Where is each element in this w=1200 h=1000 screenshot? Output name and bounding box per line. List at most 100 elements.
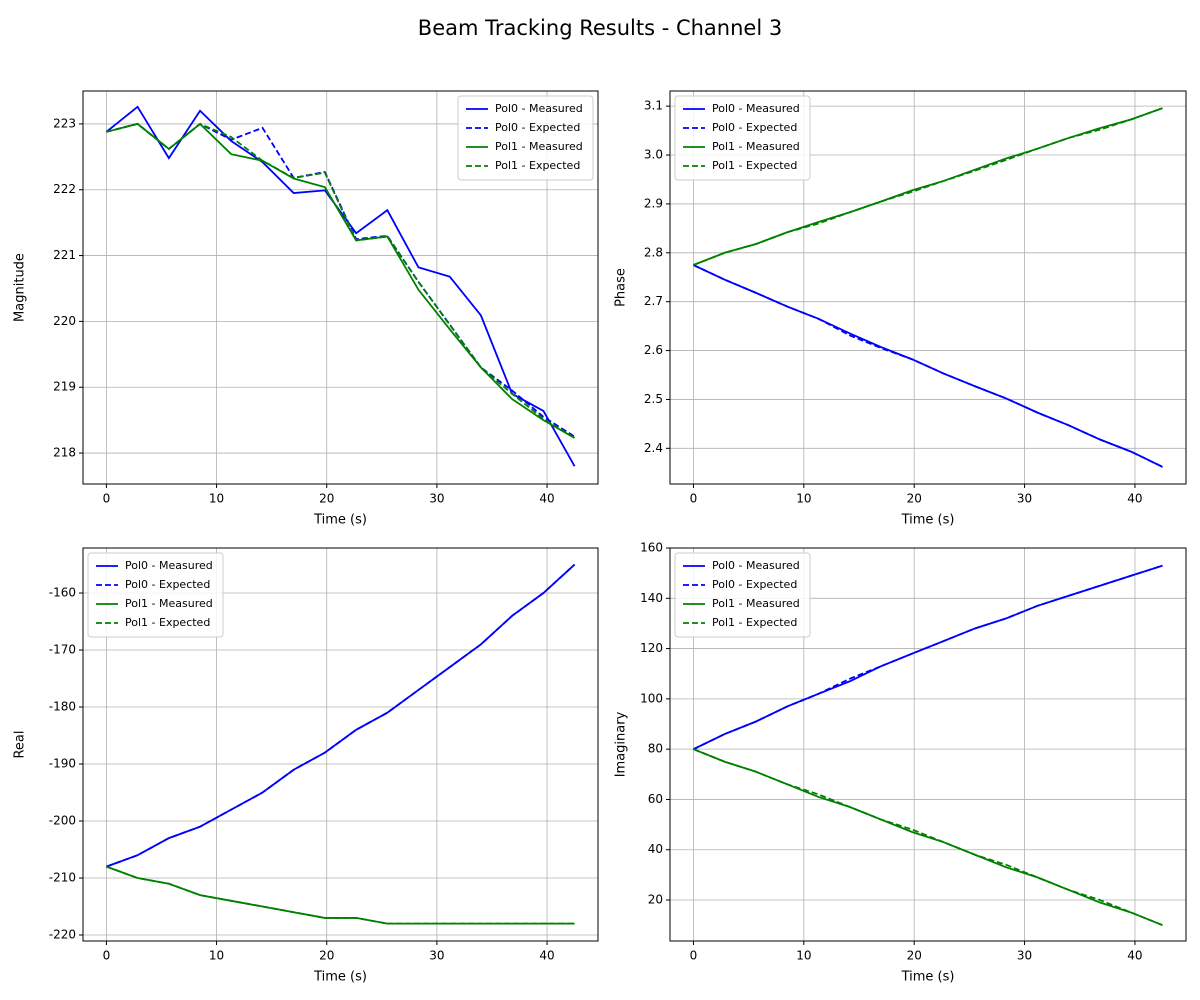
legend-label: Pol0 - Measured — [125, 559, 213, 572]
data-line — [693, 564, 1163, 750]
legend-label: Pol0 - Measured — [495, 102, 583, 115]
y-axis-label: Magnitude — [13, 253, 28, 322]
y-tick-label: -170 — [49, 643, 76, 657]
x-tick-label: 10 — [796, 949, 811, 963]
x-tick-label: 20 — [319, 949, 334, 963]
y-tick-label: 160 — [640, 541, 663, 555]
y-tick-label: -190 — [49, 757, 76, 771]
subplot: 0 10 20 30 40 2.4 2.5 2.6 2.7 2.8 2.9 3.0 3.1 Time (s… — [614, 90, 1187, 528]
y-tick-label: 80 — [648, 742, 663, 756]
legend-label: Pol1 - Measured — [495, 140, 583, 153]
x-tick-label: 30 — [429, 949, 444, 963]
y-tick-label: 223 — [53, 116, 76, 130]
x-axis-label: Time (s) — [313, 970, 367, 985]
data-line — [105, 105, 576, 467]
legend-label: Pol1 - Expected — [125, 616, 210, 629]
legend-box — [457, 95, 594, 181]
subplot: 0 10 20 30 40 -220 -210 -200 -190 -180 -170 -160 Tim… — [13, 547, 599, 985]
x-tick-label: 10 — [209, 949, 224, 963]
x-tick-label: 30 — [429, 492, 444, 506]
plot-frame — [669, 90, 1187, 485]
y-tick-label: 40 — [648, 842, 663, 856]
data-line — [693, 107, 1163, 266]
x-axis-label: Time (s) — [901, 513, 955, 528]
y-axis-label: Real — [13, 730, 28, 758]
x-tick-label: 0 — [103, 949, 111, 963]
legend-label: Pol1 - Measured — [125, 597, 213, 610]
y-tick-label: 222 — [53, 182, 76, 196]
x-tick-label: 30 — [1017, 492, 1032, 506]
legend-label: Pol0 - Expected — [712, 578, 797, 591]
y-tick-label: 2.6 — [644, 343, 663, 357]
legend-label: Pol1 - Measured — [712, 140, 800, 153]
data-line — [693, 264, 1163, 468]
y-tick-label: 2.8 — [644, 245, 663, 259]
y-tick-label: 220 — [53, 314, 76, 328]
legend-label: Pol0 - Measured — [712, 102, 800, 115]
x-tick-label: 20 — [907, 492, 922, 506]
plot-frame — [82, 547, 599, 942]
data-line — [106, 563, 576, 868]
x-tick-label: 10 — [209, 492, 224, 506]
y-tick-label: 120 — [640, 641, 663, 655]
legend-label: Pol0 - Expected — [495, 121, 580, 134]
legend-box — [674, 95, 811, 181]
x-tick-label: 0 — [690, 949, 698, 963]
legend: Pol0 - Measured Pol0 - Expected Pol1 - Mea… — [87, 552, 224, 638]
y-axis-label: Imaginary — [614, 711, 629, 777]
y-tick-label: 218 — [53, 446, 76, 460]
y-tick-label: -160 — [49, 586, 76, 600]
y-tick-label: 3.1 — [644, 99, 663, 113]
legend-label: Pol1 - Measured — [712, 597, 800, 610]
figure-title: Beam Tracking Results - Channel 3 — [418, 16, 782, 40]
y-tick-label: -200 — [49, 814, 76, 828]
x-tick-label: 20 — [319, 492, 334, 506]
x-tick-label: 0 — [103, 492, 111, 506]
legend-label: Pol0 - Measured — [712, 559, 800, 572]
x-tick-label: 40 — [539, 492, 554, 506]
legend-label: Pol1 - Expected — [712, 159, 797, 172]
data-line — [106, 122, 576, 439]
x-tick-label: 30 — [1017, 949, 1032, 963]
y-tick-label: -210 — [49, 871, 76, 885]
x-tick-label: 40 — [539, 949, 554, 963]
x-axis-label: Time (s) — [313, 513, 367, 528]
legend: Pol0 - Measured Pol0 - Expected Pol1 - Mea… — [457, 95, 594, 181]
legend: Pol0 - Measured Pol0 - Expected Pol1 - Mea… — [674, 95, 811, 181]
y-tick-label: 2.9 — [644, 196, 663, 210]
x-tick-label: 10 — [796, 492, 811, 506]
x-tick-label: 20 — [907, 949, 922, 963]
y-tick-label: 2.5 — [644, 392, 663, 406]
y-tick-label: 2.4 — [644, 441, 663, 455]
plot-frame — [669, 547, 1187, 942]
x-tick-label: 40 — [1127, 949, 1142, 963]
subplot: 0 10 20 30 40 218 219 220 221 222 223 Time (s) Magni… — [13, 90, 599, 528]
y-tick-label: 60 — [648, 792, 663, 806]
y-tick-label: 2.7 — [644, 294, 663, 308]
plot-frame — [82, 90, 599, 485]
y-tick-label: -180 — [49, 700, 76, 714]
x-tick-label: 40 — [1127, 492, 1142, 506]
y-tick-label: -220 — [49, 928, 76, 942]
y-tick-label: 140 — [640, 591, 663, 605]
x-tick-label: 0 — [690, 492, 698, 506]
legend-label: Pol0 - Expected — [712, 121, 797, 134]
legend-label: Pol0 - Expected — [125, 578, 210, 591]
legend-box — [87, 552, 224, 638]
legend: Pol0 - Measured Pol0 - Expected Pol1 - Mea… — [674, 552, 811, 638]
y-tick-label: 20 — [648, 893, 663, 907]
y-tick-label: 100 — [640, 691, 663, 705]
y-tick-label: 221 — [53, 248, 76, 262]
y-tick-label: 219 — [53, 380, 76, 394]
x-axis-label: Time (s) — [901, 970, 955, 985]
y-tick-label: 3.0 — [644, 148, 663, 162]
y-axis-label: Phase — [614, 268, 629, 307]
legend-label: Pol1 - Expected — [712, 616, 797, 629]
data-line — [106, 865, 575, 925]
legend-label: Pol1 - Expected — [495, 159, 580, 172]
data-line — [693, 748, 1163, 926]
subplot: 0 10 20 30 40 20 40 60 80 100 120 140 160 Time (s) Ima… — [614, 541, 1187, 985]
legend-box — [674, 552, 811, 638]
